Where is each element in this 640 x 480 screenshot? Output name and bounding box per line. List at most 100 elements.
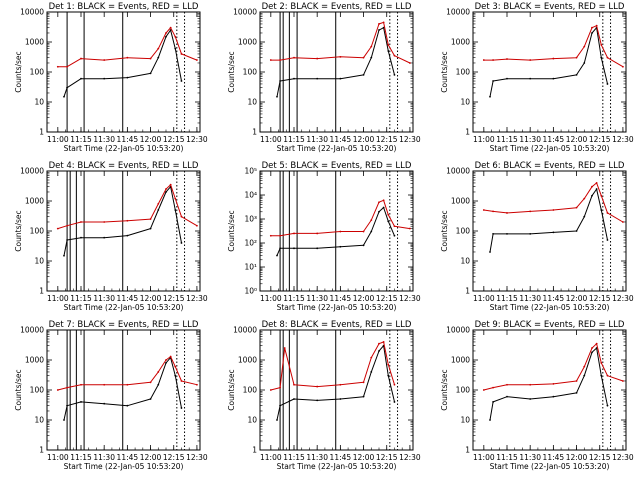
data-point-events — [80, 401, 82, 403]
x-tick-label: 11:45 — [330, 294, 352, 303]
x-tick-label: 12:00 — [140, 453, 162, 462]
panel-title: Det 5: BLACK = Events, RED = LLD — [262, 161, 412, 171]
x-axis-label: Start Time (22-Jan-05 10:53:20) — [490, 462, 610, 471]
data-point-lld — [80, 57, 82, 60]
y-tick-label: 1 — [465, 446, 470, 455]
data-point-lld — [552, 209, 555, 211]
x-tick-label: 12:15 — [589, 453, 611, 462]
y-tick-label: 10⁴ — [244, 191, 257, 200]
data-point-lld — [370, 219, 373, 221]
data-point-lld — [196, 383, 198, 386]
data-point-events — [276, 254, 278, 257]
data-point-lld — [169, 26, 172, 29]
x-tick-label: 12:30 — [612, 135, 634, 144]
data-point-events — [316, 247, 319, 250]
data-point-events — [293, 398, 295, 400]
data-point-events — [387, 374, 390, 377]
x-tick-label: 11:00 — [260, 453, 282, 462]
data-point-lld — [591, 347, 593, 349]
data-point-events — [382, 206, 385, 209]
y-tick-label: 1000 — [238, 38, 257, 47]
y-tick-label: 10 — [34, 416, 44, 425]
data-point-lld — [66, 65, 68, 68]
y-tick-label: 1 — [39, 128, 44, 137]
data-point-events — [63, 95, 65, 98]
x-tick-label: 11:15 — [496, 294, 518, 303]
x-tick-label: 12:00 — [140, 135, 162, 144]
data-point-lld — [56, 389, 59, 391]
x-tick-label: 11:45 — [117, 453, 139, 462]
x-tick-label: 11:00 — [47, 135, 69, 144]
data-point-lld — [180, 215, 183, 218]
y-tick-label: 1 — [39, 446, 44, 455]
data-point-events — [506, 77, 508, 80]
data-point-lld — [126, 383, 129, 386]
x-axis-label: Start Time (22-Jan-05 10:53:20) — [64, 462, 184, 471]
data-point-lld — [126, 56, 129, 59]
data-point-events — [103, 236, 106, 239]
x-tick-label: 12:15 — [163, 135, 185, 144]
data-point-lld — [378, 23, 380, 25]
data-point-events — [529, 77, 532, 80]
data-point-events — [316, 77, 319, 80]
x-tick-label: 11:00 — [473, 453, 495, 462]
data-point-lld — [293, 56, 295, 59]
x-tick-label: 12:00 — [140, 294, 162, 303]
data-point-lld — [279, 386, 281, 389]
data-point-events — [66, 404, 68, 407]
data-point-lld — [180, 53, 183, 55]
y-tick-label: 10 — [247, 416, 257, 425]
x-axis-label: Start Time (22-Jan-05 10:53:20) — [490, 144, 610, 153]
x-tick-label: 11:30 — [93, 294, 115, 303]
data-point-lld — [600, 194, 603, 197]
data-point-lld — [316, 232, 319, 235]
data-point-lld — [103, 221, 106, 223]
data-point-events — [362, 74, 365, 76]
data-point-lld — [506, 212, 508, 214]
x-axis-label: Start Time (22-Jan-05 10:53:20) — [277, 303, 397, 312]
data-point-events — [575, 74, 578, 76]
data-point-lld — [387, 44, 390, 46]
x-tick-label: 12:30 — [186, 294, 208, 303]
x-tick-label: 12:15 — [589, 294, 611, 303]
y-axis-label: Counts/sec — [440, 210, 449, 251]
data-point-lld — [165, 32, 167, 34]
data-point-events — [362, 244, 365, 247]
data-point-events — [180, 407, 183, 409]
x-tick-label: 12:30 — [399, 294, 421, 303]
x-tick-label: 12:30 — [399, 453, 421, 462]
x-tick-label: 11:30 — [93, 453, 115, 462]
data-point-lld — [595, 182, 598, 184]
y-axis-label: Counts/sec — [227, 51, 236, 92]
data-point-lld — [583, 197, 586, 200]
y-tick-label: 100 — [30, 386, 45, 395]
data-point-lld — [66, 386, 68, 389]
y-tick-label: 10 — [460, 416, 470, 425]
data-point-events — [591, 32, 593, 34]
data-point-lld — [482, 389, 485, 391]
x-tick-label: 12:15 — [589, 135, 611, 144]
data-point-lld — [378, 201, 380, 204]
data-point-events — [103, 402, 106, 405]
x-tick-label: 11:00 — [47, 453, 69, 462]
data-point-lld — [409, 227, 411, 230]
x-tick-label: 11:30 — [306, 135, 328, 144]
x-tick-label: 11:30 — [519, 453, 541, 462]
panel-title: Det 6: BLACK = Events, RED = LLD — [475, 161, 625, 171]
data-point-events — [66, 86, 68, 89]
data-point-lld — [482, 209, 485, 211]
data-point-lld — [595, 24, 598, 27]
data-point-events — [506, 395, 508, 398]
panel-det-1: Det 1: BLACK = Events, RED = LLD 1 10 100 10… — [14, 2, 208, 153]
data-point-lld — [370, 356, 373, 359]
series-line-lld — [483, 343, 624, 391]
data-point-events — [552, 395, 555, 398]
y-tick-label: 10000 — [446, 326, 470, 335]
x-tick-label: 11:30 — [519, 294, 541, 303]
data-point-lld — [362, 230, 365, 233]
y-tick-label: 1000 — [25, 197, 44, 206]
data-point-lld — [362, 381, 365, 384]
data-point-events — [126, 234, 129, 237]
data-point-events — [339, 398, 342, 400]
